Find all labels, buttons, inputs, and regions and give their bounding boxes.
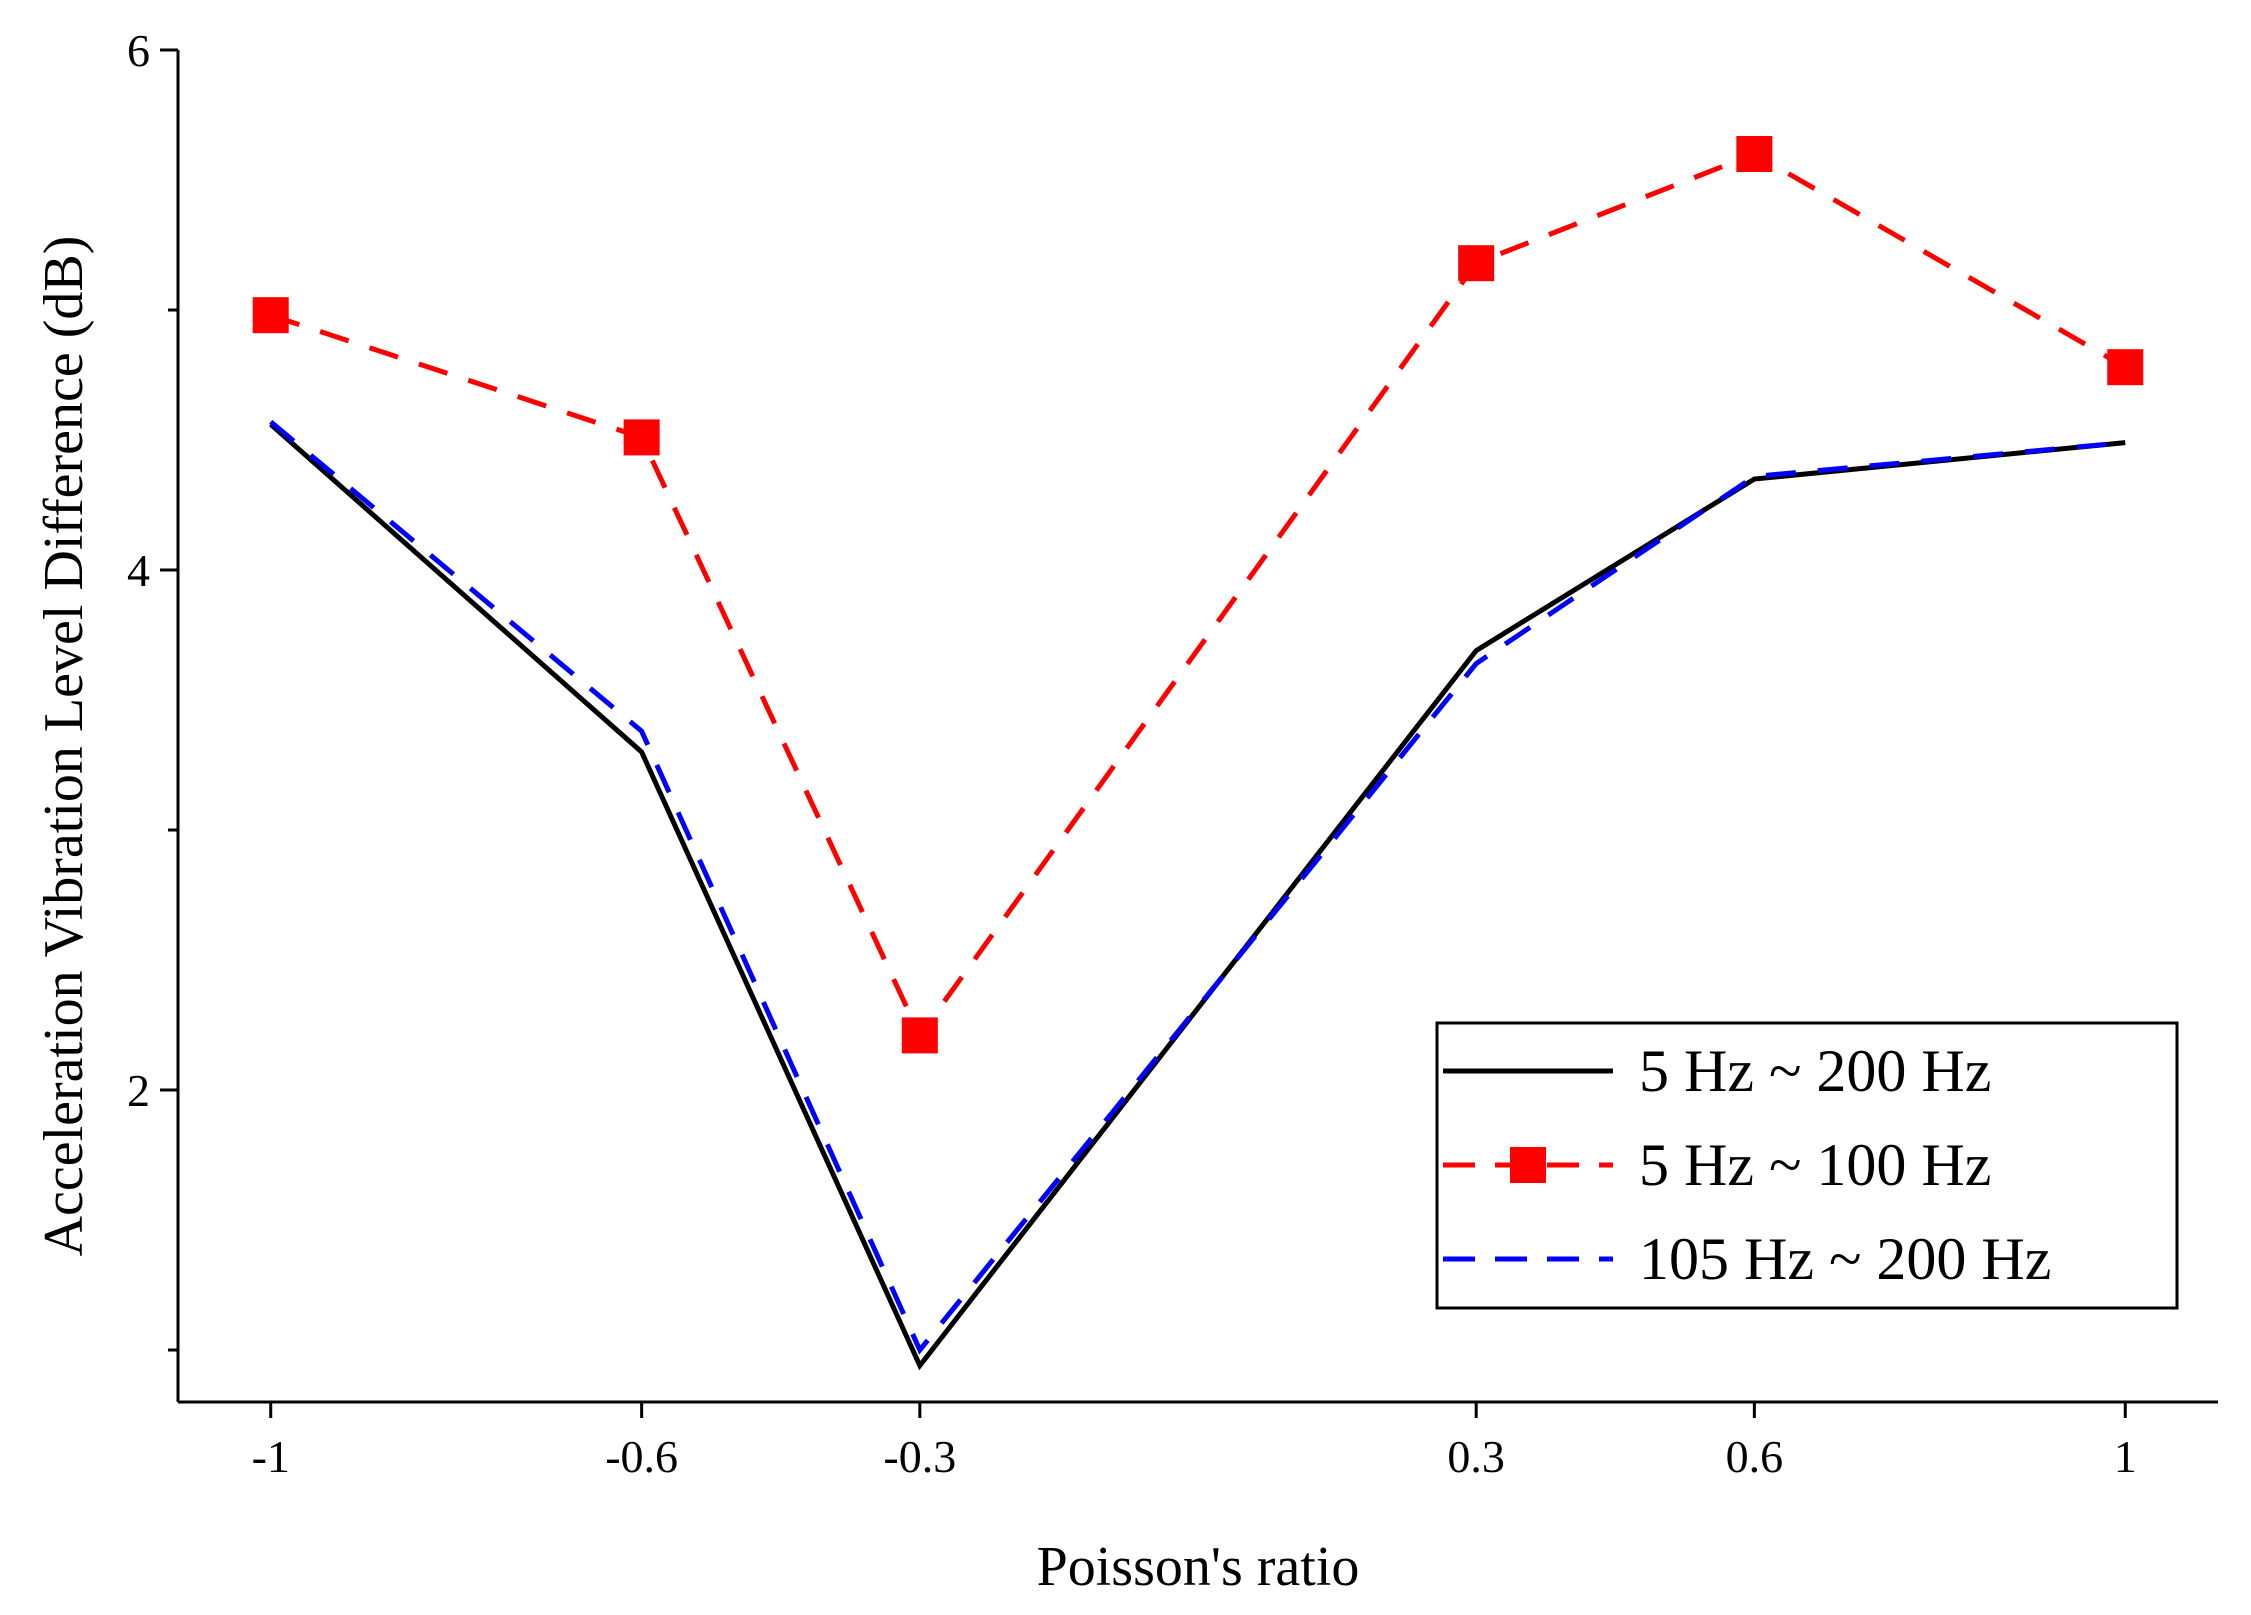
legend-label-3: 105 Hz ~ 200 Hz	[1639, 1226, 2051, 1292]
x-tick-label: 1	[2114, 1431, 2137, 1482]
x-tick-label: -0.3	[883, 1431, 956, 1482]
series-2-marker	[1458, 245, 1495, 282]
series-line-1	[269, 422, 2126, 1371]
y-axis-title: Acceleration Vibration Level Difference …	[33, 236, 95, 1257]
y-tick-label: 4	[127, 545, 150, 596]
y-tick-label: 2	[127, 1065, 150, 1116]
series-layer	[252, 136, 2144, 1371]
x-tick-label: 0.3	[1447, 1431, 1505, 1482]
legend-marker-2	[1510, 1147, 1546, 1183]
x-tick-label: 0.6	[1726, 1431, 1784, 1482]
series-2-marker	[2107, 349, 2144, 386]
series-line-2	[269, 151, 2127, 1041]
legend: 5 Hz ~ 200 Hz 5 Hz ~ 100 Hz 105 Hz ~ 200 H…	[1435, 1021, 2179, 1310]
series-2-marker	[623, 419, 660, 456]
axes: -1 -0.6 -0.3 0.3 0.6 1 2 4 6 Poisson's ratio Accel…	[33, 25, 2218, 1598]
x-tick-label: -0.6	[605, 1431, 678, 1482]
legend-label-2: 5 Hz ~ 100 Hz	[1639, 1132, 1991, 1198]
y-tick-label: 6	[127, 25, 150, 76]
series-2-marker	[252, 297, 289, 334]
x-tick-label: -1	[252, 1431, 290, 1482]
series-2-marker	[1736, 136, 1773, 172]
legend-label-1: 5 Hz ~ 200 Hz	[1639, 1038, 1991, 1104]
series-2-marker	[901, 1017, 938, 1054]
x-axis-title: Poisson's ratio	[1037, 1536, 1360, 1598]
